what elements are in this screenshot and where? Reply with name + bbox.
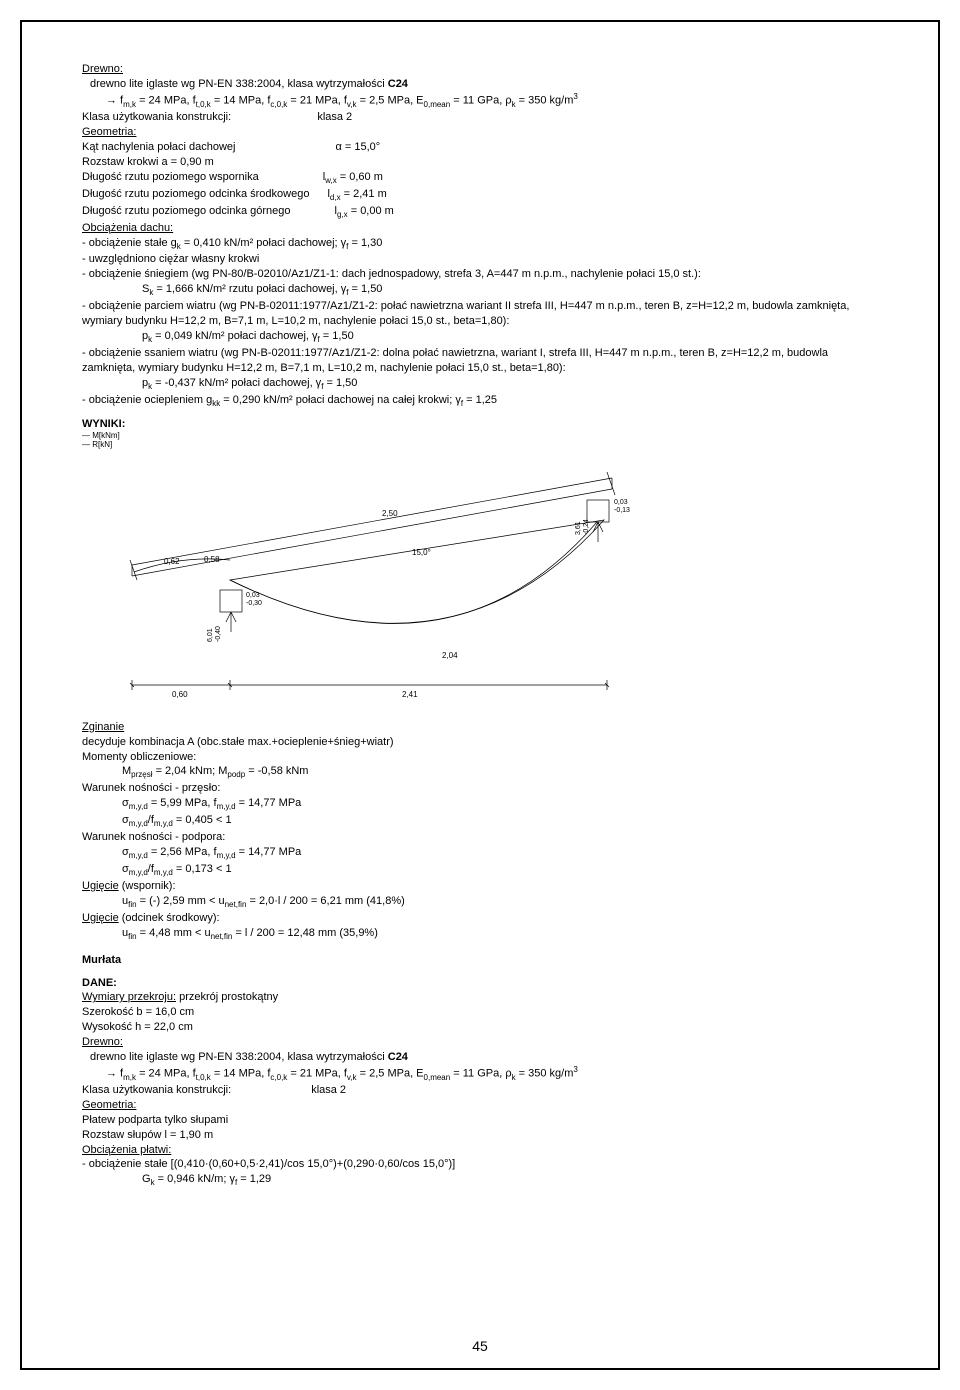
label-m040: -0,40 — [215, 626, 222, 642]
label-003: 0,03 — [246, 592, 260, 599]
drewno-desc: drewno lite iglaste wg PN-EN 338:2004, k… — [90, 78, 388, 90]
dim-241: 2,41 — [402, 690, 418, 699]
dane-heading: DANE: — [82, 977, 117, 989]
obciazenia-heading: Obciążenia dachu: — [82, 222, 173, 234]
label-angle: 15,0° — [412, 548, 431, 557]
wyniki-heading: WYNIKI: — [82, 418, 125, 430]
label-361: 3,61 — [575, 521, 582, 535]
label-m013: -0,13 — [614, 507, 630, 514]
label-204: 2,04 — [442, 651, 458, 660]
page-number: 45 — [22, 1338, 938, 1354]
label-062: 0,62 — [164, 557, 180, 566]
drewno-params-line: → fm,k = 24 MPa, ft,0,k = 14 MPa, fc,0,k… — [82, 92, 878, 111]
label-058: 0,58 — [204, 555, 220, 564]
label-250: 2,50 — [382, 509, 398, 518]
legend-r: — R[kN] — [82, 440, 112, 449]
murlata-heading: Murłata — [82, 954, 121, 966]
diagram-svg: 2,50 15,0° 0,62 0,58 0,03 -0,13 3,61 -0,… — [102, 460, 682, 710]
dane-params-line: → fm,k = 24 MPa, ft,0,k = 14 MPa, fc,0,k… — [82, 1065, 878, 1084]
zginanie-heading: Zginanie — [82, 721, 124, 733]
klasa-label: Klasa użytkowania konstrukcji: — [82, 111, 231, 123]
label-601: 6,01 — [207, 628, 214, 642]
beam-diagram: 2,50 15,0° 0,62 0,58 0,03 -0,13 3,61 -0,… — [102, 460, 682, 710]
klasa-val: klasa 2 — [317, 111, 352, 123]
geometria-heading: Geometria: — [82, 126, 136, 138]
label-003r: 0,03 — [614, 499, 628, 506]
drewno-heading: Drewno: — [82, 63, 123, 75]
drewno-class: C24 — [388, 78, 408, 90]
label-m030: -0,30 — [246, 600, 262, 607]
document-body: Drewno: drewno lite iglaste wg PN-EN 338… — [82, 62, 878, 1189]
label-m024: -0,24 — [583, 519, 590, 535]
page-frame: Drewno: drewno lite iglaste wg PN-EN 338… — [20, 20, 940, 1370]
dim-060: 0,60 — [172, 690, 188, 699]
legend-m: — M[kNm] — [82, 431, 120, 440]
